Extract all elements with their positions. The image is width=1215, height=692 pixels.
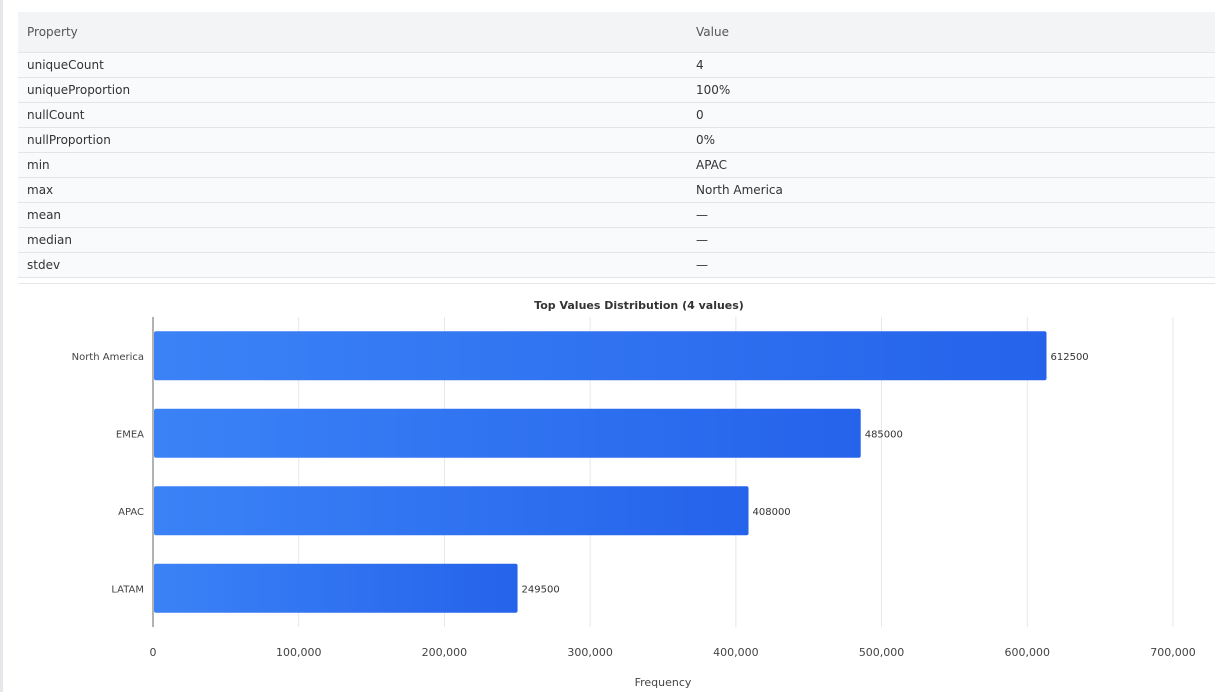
table-row: max North America	[18, 177, 1215, 203]
property-cell: stdev	[18, 252, 687, 278]
table-row: stdev —	[18, 252, 1215, 278]
x-axis: 0 100,000 200,000 300,000 400,000 500,000 600,…	[150, 317, 1196, 659]
property-cell: nullCount	[18, 102, 687, 128]
table-row: nullProportion 0%	[18, 127, 1215, 153]
header-value: Value	[687, 12, 1215, 53]
chart-title: Top Values Distribution (4 values)	[534, 299, 744, 312]
property-cell: max	[18, 177, 687, 203]
table-row: median —	[18, 227, 1215, 253]
table-row: nullCount 0	[18, 102, 1215, 128]
x-tick-label: 300,000	[567, 646, 613, 659]
property-cell: median	[18, 227, 687, 253]
header-property: Property	[18, 12, 687, 53]
table-row: uniqueCount 4	[18, 52, 1215, 78]
value-cell: —	[687, 202, 1215, 228]
x-tick-label: 0	[150, 646, 157, 659]
value-cell: 100%	[687, 77, 1215, 103]
property-cell: uniqueCount	[18, 52, 687, 78]
value-cell: North America	[687, 177, 1215, 203]
bars: North America 612500 EMEA 485000 APAC 408000 L…	[72, 331, 1089, 613]
bar	[154, 408, 861, 458]
value-cell: 0	[687, 102, 1215, 128]
category-label: North America	[72, 352, 144, 363]
category-label: APAC	[118, 507, 144, 518]
table-row: min APAC	[18, 152, 1215, 178]
x-tick-label: 100,000	[276, 646, 322, 659]
property-cell: uniqueProportion	[18, 77, 687, 103]
value-cell: 0%	[687, 127, 1215, 153]
left-rail	[0, 0, 3, 692]
x-tick-label: 200,000	[422, 646, 468, 659]
value-label: 612500	[1051, 352, 1089, 363]
bar	[154, 486, 749, 536]
bar-chart-svg: Top Values Distribution (4 values) North…	[72, 299, 1196, 689]
bar	[154, 563, 518, 613]
table-header-row: Property Value	[18, 12, 1215, 53]
x-tick-label: 500,000	[859, 646, 905, 659]
distribution-chart: Top Values Distribution (4 values) North…	[18, 283, 1215, 692]
value-label: 249500	[522, 584, 560, 595]
x-tick-label: 700,000	[1150, 646, 1196, 659]
category-label: LATAM	[111, 584, 144, 595]
value-cell: 4	[687, 52, 1215, 78]
x-tick-label: 400,000	[713, 646, 759, 659]
x-tick-label: 600,000	[1005, 646, 1051, 659]
table-row: uniqueProportion 100%	[18, 77, 1215, 103]
property-cell: min	[18, 152, 687, 178]
value-cell: —	[687, 227, 1215, 253]
stats-table: Property Value uniqueCount 4 uniquePropo…	[18, 12, 1215, 278]
property-cell: mean	[18, 202, 687, 228]
value-cell: APAC	[687, 152, 1215, 178]
x-axis-label: Frequency	[635, 676, 692, 689]
bar	[154, 331, 1047, 381]
category-label: EMEA	[116, 429, 144, 440]
table-row: mean —	[18, 202, 1215, 228]
value-cell: —	[687, 252, 1215, 278]
property-cell: nullProportion	[18, 127, 687, 153]
value-label: 485000	[865, 429, 903, 440]
value-label: 408000	[753, 507, 791, 518]
